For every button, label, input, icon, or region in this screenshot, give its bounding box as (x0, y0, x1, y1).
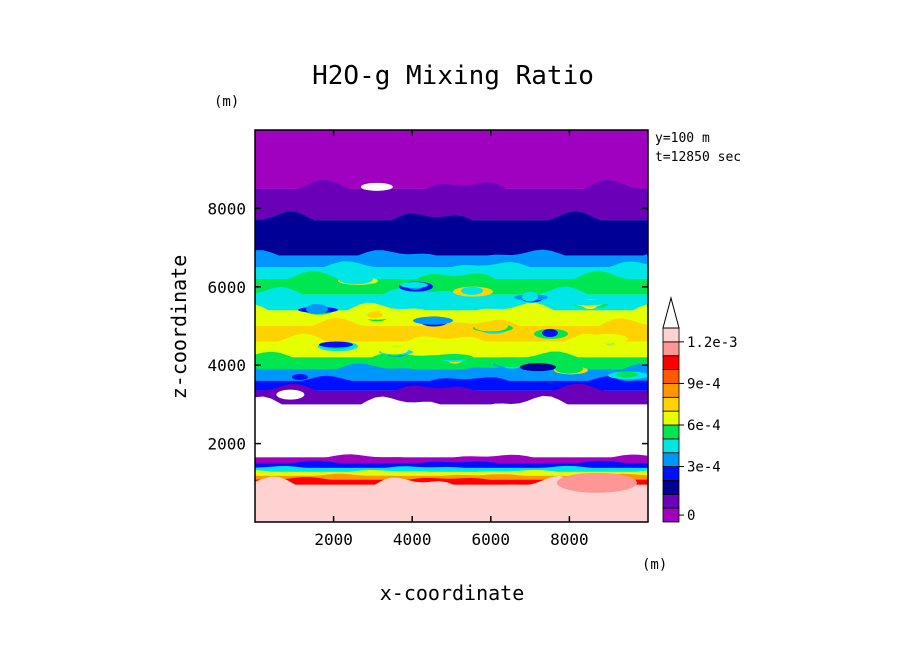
colorbar-segment (662, 507, 680, 523)
contour-band-edge (255, 454, 648, 464)
y-tick-label: 8000 (207, 199, 246, 218)
contour-band-edge (255, 460, 648, 468)
y-axis: 2000 4000 6000 8000 (207, 199, 648, 454)
contour-detail (276, 182, 648, 493)
contour-band-edge (255, 211, 648, 256)
contour-patch (474, 321, 508, 332)
colorbar-segment (662, 493, 680, 509)
contour-patch (292, 373, 308, 380)
colorbar-segment (662, 410, 680, 426)
contour-patch (339, 274, 373, 285)
colorbar: 0 3e-4 6e-4 9e-4 1.2e-3 (662, 296, 738, 524)
y-tick-label: 6000 (207, 278, 246, 297)
contour-patch (616, 371, 638, 378)
x-tick-label: 6000 (472, 530, 511, 549)
contour-band-edge (255, 375, 648, 391)
contour-band-edge (255, 130, 648, 189)
contour-band-edge (255, 469, 648, 476)
x-tick-label: 8000 (550, 530, 589, 549)
colorbar-segment (662, 452, 680, 467)
colorbar-segment (662, 466, 680, 481)
colorbar-segment (662, 480, 680, 495)
annotation-y-position: y=100 m (655, 131, 710, 146)
colorbar-segment (662, 396, 680, 412)
annotation-time: t=12850 sec (655, 150, 741, 165)
contour-band-edge (255, 333, 648, 358)
x-axis: 2000 4000 6000 8000 (314, 130, 589, 549)
contour-patch (360, 182, 393, 191)
y-axis-label: z-coordinate (167, 255, 191, 400)
colorbar-tick-label: 1.2e-3 (687, 335, 738, 351)
contour-band-edge (255, 286, 648, 311)
y-unit-label: (m) (214, 94, 239, 110)
contour-patch (568, 299, 608, 306)
x-axis-label: x-coordinate (380, 581, 525, 605)
contour-patch (276, 389, 305, 400)
colorbar-extend-arrow (662, 296, 680, 329)
colorbar-segment (662, 327, 680, 343)
colorbar-tick-label: 9e-4 (687, 376, 721, 392)
colorbar-tick-label: 6e-4 (687, 418, 721, 434)
contour-band-edge (255, 270, 648, 295)
y-tick-label: 4000 (207, 356, 246, 375)
colorbar-tick-label: 3e-4 (687, 460, 721, 476)
x-tick-label: 2000 (314, 530, 353, 549)
contour-patch (319, 341, 353, 348)
contour-patch (413, 316, 453, 325)
chart-title: H2O-g Mixing Ratio (312, 61, 594, 91)
colorbar-segment (662, 383, 680, 398)
contour-field (255, 130, 648, 522)
contour-band-edge (255, 302, 648, 326)
plot-frame (254, 129, 649, 523)
contour-patch (519, 363, 556, 372)
y-tick-label: 2000 (207, 435, 246, 454)
contour-patch (494, 358, 528, 367)
contour-patch (542, 329, 558, 338)
colorbar-tick-label: 0 (687, 508, 695, 524)
colorbar-segment (662, 438, 680, 454)
contour-patch (380, 346, 408, 355)
contour-band-edge (255, 180, 648, 221)
contour-patch (306, 304, 328, 315)
contour-band-edge (255, 363, 648, 381)
colorbar-segment (662, 369, 680, 384)
contour-patch (522, 291, 538, 302)
colorbar-segment (662, 355, 680, 370)
contour-band-edge (255, 475, 648, 522)
x-unit-label: (m) (642, 557, 667, 573)
contour-patch (433, 354, 473, 361)
contour-band-edge (255, 395, 648, 458)
colorbar-segment (662, 341, 680, 357)
contour-patch (400, 281, 428, 288)
contour-patch (555, 363, 583, 374)
contour-patch (367, 311, 383, 318)
contour-patch (461, 286, 483, 295)
x-tick-label: 4000 (393, 530, 432, 549)
contour-patch (556, 472, 637, 493)
contour-patch (588, 333, 628, 344)
colorbar-segment (662, 424, 680, 440)
contour-band-edge (255, 465, 648, 472)
